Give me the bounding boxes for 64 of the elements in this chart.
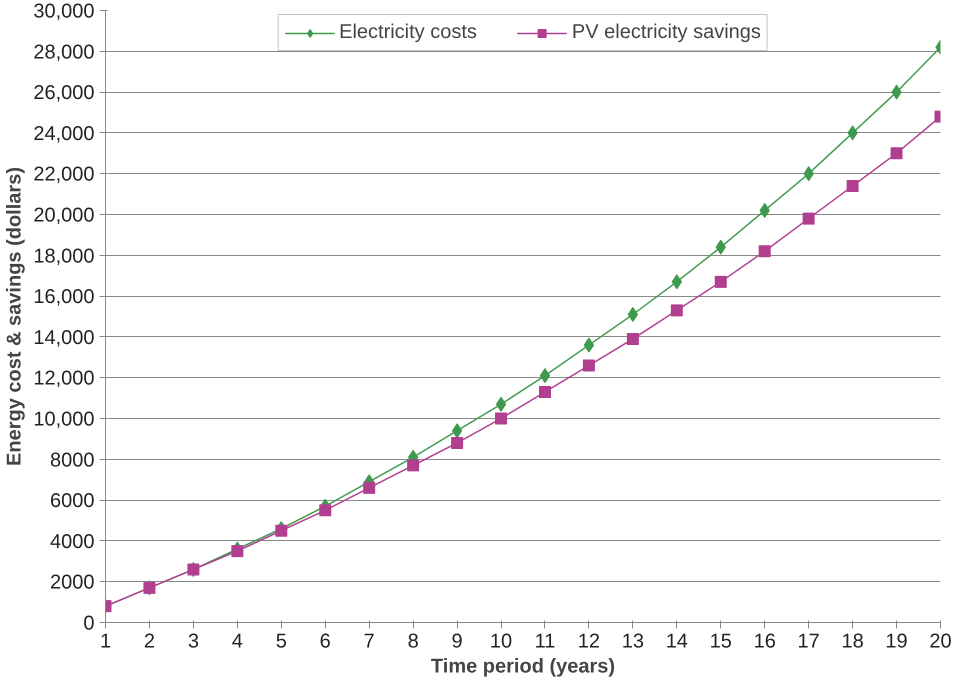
point	[363, 482, 376, 494]
point	[451, 436, 464, 449]
x-tick-label: 8	[408, 630, 419, 652]
point	[538, 386, 551, 398]
y-tick-label: 26,000	[33, 82, 94, 104]
x-tick-label: 12	[578, 630, 600, 652]
point	[540, 368, 550, 384]
point	[584, 338, 594, 353]
point	[582, 359, 595, 372]
point	[275, 524, 288, 537]
legend-label: Electricity costs	[339, 21, 477, 44]
x-tick-label: 7	[364, 630, 375, 652]
y-tick-label: 6000	[50, 490, 95, 512]
point	[890, 147, 903, 160]
x-tick-label: 13	[622, 630, 644, 652]
point	[626, 332, 639, 345]
y-tick-label: 14,000	[33, 326, 94, 349]
x-tick-label: 17	[798, 630, 820, 652]
y-tick-label: 20,000	[33, 204, 94, 226]
y-tick-label: 2000	[50, 572, 95, 594]
x-tick-label: 3	[188, 630, 199, 652]
x-tick-label: 1	[100, 630, 112, 652]
y-tick-label: 18,000	[33, 245, 94, 268]
x-tick-label: 6	[320, 630, 331, 652]
y-tick-label: 16,000	[33, 286, 94, 308]
x-tick-label: 9	[452, 630, 463, 652]
point	[714, 276, 727, 288]
y-tick-label: 24,000	[33, 122, 94, 145]
legend-label: PV electricity savings	[572, 21, 761, 44]
y-tick-label: 4000	[50, 530, 95, 553]
y-axis-title: Energy cost & savings (dollars)	[3, 167, 26, 466]
y-tick-label: 10,000	[33, 408, 94, 430]
x-tick-label: 10	[490, 630, 512, 652]
point	[891, 84, 902, 100]
point	[846, 180, 859, 192]
x-tick-label: 19	[885, 630, 908, 652]
x-tick-label: 14	[666, 630, 688, 652]
x-axis-title: Time period (years)	[430, 656, 616, 678]
point	[628, 306, 638, 322]
point	[670, 304, 683, 316]
y-tick-label: 0	[83, 612, 94, 634]
point	[452, 423, 462, 438]
x-tick-label: 15	[710, 630, 732, 652]
x-tick-label: 18	[841, 630, 864, 652]
point	[847, 125, 858, 140]
x-tick-label: 4	[232, 630, 243, 652]
x-tick-label: 2	[144, 630, 156, 652]
point	[495, 412, 508, 424]
point	[496, 396, 506, 412]
point	[803, 166, 814, 182]
x-tick-label: 5	[276, 630, 287, 652]
y-tick-label: 30,000	[33, 0, 94, 22]
point	[758, 245, 771, 258]
point	[802, 212, 815, 225]
point	[319, 504, 332, 516]
y-tick-label: 8000	[50, 449, 95, 472]
y-tick-label: 22,000	[33, 164, 94, 186]
point	[407, 459, 420, 472]
x-tick-label: 11	[534, 630, 556, 652]
x-tick-label: 16	[754, 630, 776, 652]
y-tick-label: 28,000	[33, 41, 94, 64]
x-tick-label: 20	[929, 630, 952, 652]
y-tick-label: 12,000	[33, 368, 94, 390]
point	[231, 545, 244, 558]
